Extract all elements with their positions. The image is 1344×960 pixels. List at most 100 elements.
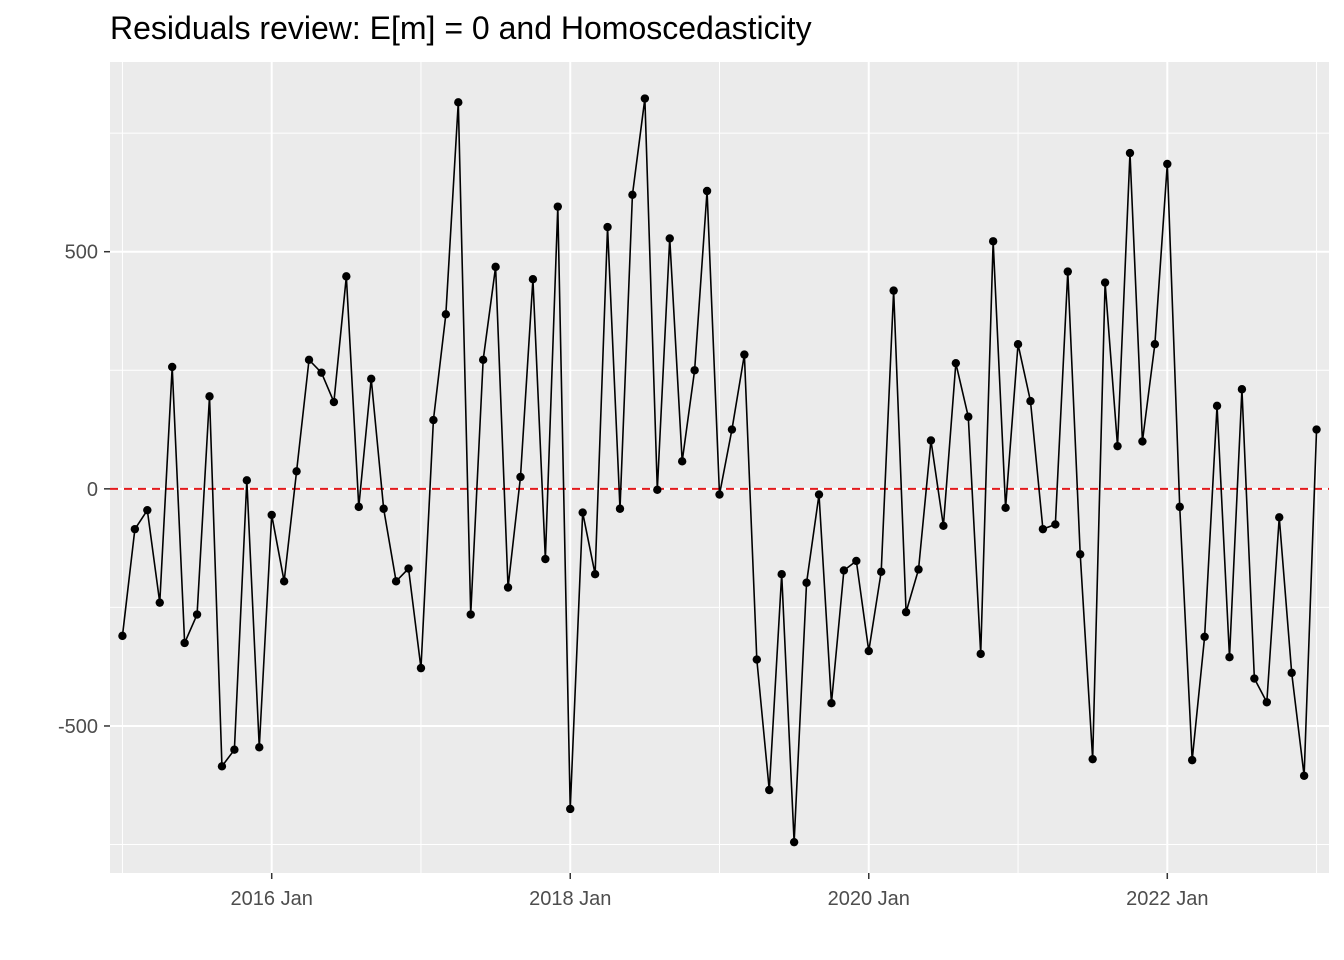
- grid-minor: [110, 62, 1329, 873]
- residual-point: [889, 286, 898, 295]
- residual-point: [802, 578, 811, 587]
- residual-point: [740, 350, 749, 359]
- residual-point: [615, 504, 625, 513]
- residual-point: [491, 262, 500, 272]
- residual-point: [988, 237, 998, 246]
- residual-point: [155, 598, 164, 607]
- residual-point: [1013, 339, 1023, 349]
- residual-point: [379, 504, 388, 513]
- residual-point: [317, 368, 326, 377]
- residual-point: [665, 234, 674, 243]
- y-tick-label: 0: [87, 479, 98, 501]
- residual-point: [914, 565, 923, 574]
- y-tick-label: -500: [58, 716, 98, 738]
- residual-points: [118, 94, 1321, 847]
- residual-point: [1287, 668, 1296, 678]
- residual-point: [752, 655, 762, 664]
- residual-point: [516, 472, 525, 482]
- residual-point: [205, 392, 214, 401]
- residual-point: [143, 505, 152, 515]
- residual-point: [267, 510, 276, 520]
- residual-point: [118, 631, 127, 641]
- residual-point: [852, 556, 861, 566]
- residual-point: [367, 374, 376, 384]
- residual-point: [416, 663, 426, 673]
- residual-point: [901, 607, 911, 617]
- residual-point: [466, 610, 475, 619]
- residual-point: [342, 272, 351, 281]
- residual-point: [1076, 550, 1085, 559]
- residual-point: [1275, 513, 1284, 522]
- residual-point: [827, 699, 836, 708]
- residual-point: [727, 425, 737, 434]
- residual-point: [255, 743, 264, 752]
- residual-point: [677, 457, 687, 466]
- residual-point: [926, 436, 936, 445]
- residual-point: [578, 508, 587, 517]
- residual-point: [877, 567, 886, 577]
- residual-point: [1312, 425, 1321, 434]
- residual-point: [653, 485, 662, 494]
- residual-point: [1150, 339, 1160, 349]
- residual-point: [715, 490, 724, 499]
- residual-point: [130, 524, 140, 534]
- residual-point: [1038, 524, 1048, 534]
- residual-point: [640, 94, 650, 103]
- residual-point: [217, 762, 227, 771]
- x-tick-label: 2016 Jan: [231, 888, 313, 910]
- residual-point: [1113, 441, 1122, 451]
- residual-point: [391, 577, 401, 586]
- residual-point: [292, 467, 301, 476]
- residual-point: [1187, 755, 1197, 765]
- residual-point: [702, 186, 712, 196]
- residual-point: [814, 490, 824, 499]
- chart-title: Residuals review: E[m] = 0 and Homosceda…: [110, 10, 812, 46]
- residual-point: [454, 98, 463, 107]
- residual-point: [690, 366, 699, 375]
- residual-point: [1237, 385, 1247, 394]
- residual-point: [1100, 278, 1110, 287]
- x-tick-label: 2018 Jan: [529, 888, 611, 910]
- residual-point: [603, 222, 612, 232]
- residual-point: [1063, 267, 1072, 276]
- residual-point: [404, 564, 413, 573]
- residual-point: [1262, 698, 1272, 707]
- residual-point: [976, 649, 985, 659]
- residual-point: [429, 415, 438, 425]
- y-axis: -500 0 500: [58, 242, 110, 738]
- residual-point: [1212, 401, 1222, 411]
- x-tick-label: 2020 Jan: [828, 888, 910, 910]
- residual-point: [1175, 502, 1184, 512]
- residual-point: [964, 412, 973, 421]
- x-axis: 2016 Jan 2018 Jan 2020 Jan 2022 Jan: [231, 873, 1208, 910]
- residual-point: [167, 362, 177, 372]
- residual-point: [1163, 159, 1172, 169]
- residual-point: [939, 521, 948, 531]
- y-tick-label: 500: [65, 242, 98, 264]
- residual-point: [765, 785, 774, 795]
- residual-point: [1225, 653, 1234, 662]
- residual-point: [951, 358, 961, 368]
- residual-point: [441, 310, 451, 319]
- residual-point: [1299, 771, 1309, 780]
- residual-point: [1088, 754, 1097, 764]
- residual-point: [541, 554, 550, 564]
- x-tick-label: 2022 Jan: [1126, 888, 1208, 910]
- residual-point: [503, 583, 513, 592]
- residual-point: [628, 190, 637, 199]
- residual-point: [304, 355, 314, 365]
- residual-point: [1051, 520, 1060, 529]
- residual-point: [192, 610, 202, 619]
- residual-point: [1125, 148, 1135, 158]
- residual-point: [1138, 437, 1147, 446]
- residual-point: [566, 804, 575, 814]
- residual-point: [230, 745, 239, 754]
- residual-point: [354, 502, 363, 512]
- residual-point: [1250, 674, 1259, 683]
- residual-point: [789, 837, 799, 847]
- residual-point: [839, 566, 849, 575]
- residual-point: [1200, 632, 1209, 642]
- residual-point: [864, 646, 873, 656]
- residual-point: [777, 570, 786, 579]
